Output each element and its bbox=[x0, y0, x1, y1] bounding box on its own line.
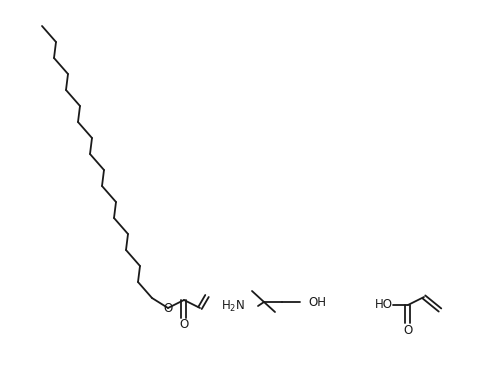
Text: HO: HO bbox=[374, 298, 392, 312]
Text: OH: OH bbox=[307, 296, 325, 308]
Text: O: O bbox=[179, 317, 188, 330]
Text: O: O bbox=[403, 323, 412, 337]
Text: H$_2$N: H$_2$N bbox=[220, 298, 244, 314]
Text: O: O bbox=[163, 301, 172, 314]
